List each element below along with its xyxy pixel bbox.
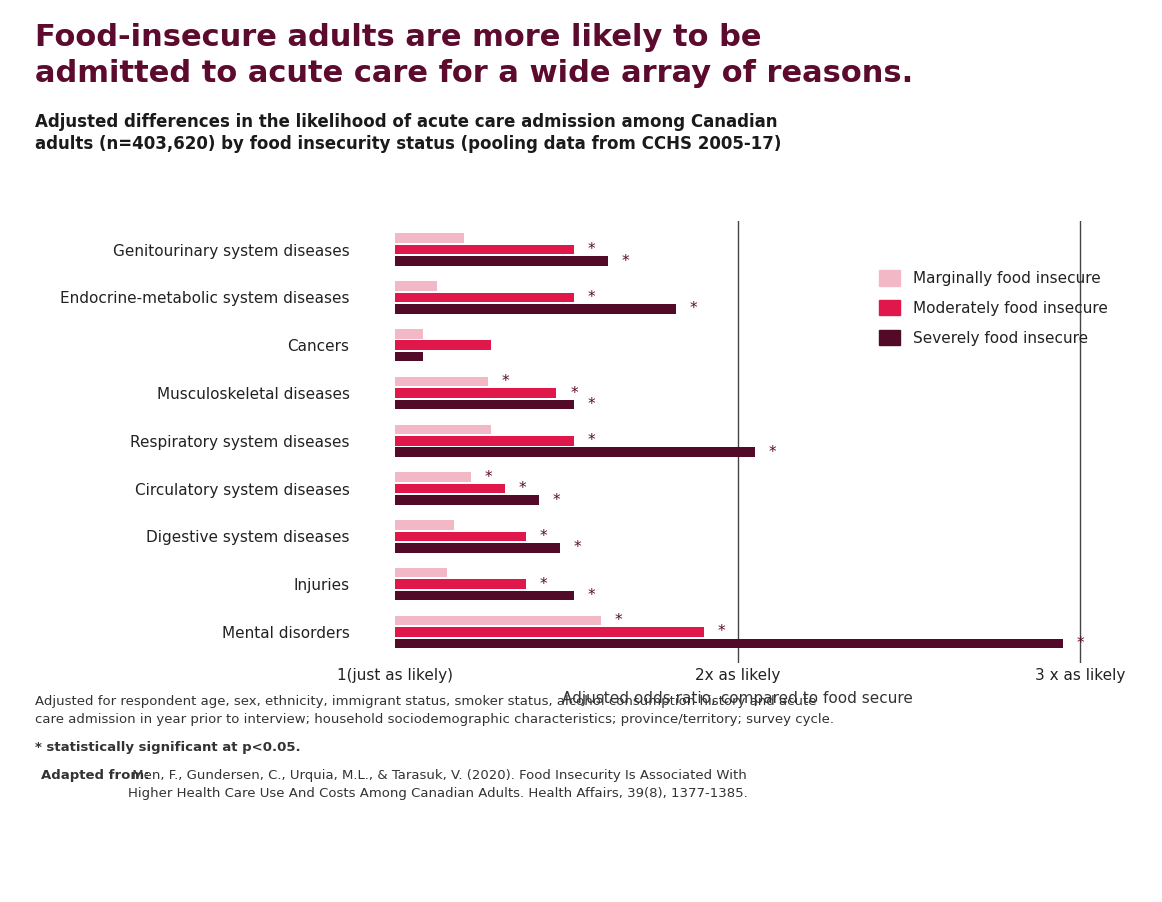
Bar — [395, 568, 447, 577]
Bar — [395, 473, 471, 482]
Text: *: * — [615, 613, 622, 628]
Text: *: * — [571, 385, 578, 400]
Bar — [395, 425, 492, 434]
Text: *: * — [553, 492, 560, 508]
Text: *: * — [1077, 636, 1084, 651]
Text: *: * — [587, 588, 595, 603]
Bar — [395, 256, 608, 266]
Text: *: * — [622, 253, 629, 269]
Legend: Marginally food insecure, Moderately food insecure, Severely food insecure: Marginally food insecure, Moderately foo… — [873, 264, 1113, 352]
Bar — [395, 447, 755, 457]
Bar — [395, 304, 676, 314]
Bar — [395, 531, 525, 541]
Text: *: * — [587, 433, 595, 448]
Text: *: * — [587, 242, 595, 257]
Bar — [395, 543, 560, 553]
Bar — [395, 281, 437, 290]
Bar — [395, 340, 492, 350]
Bar — [395, 292, 574, 302]
Text: adults (n=403,620) by food insecurity status (pooling data from CCHS 2005-17): adults (n=403,620) by food insecurity st… — [35, 135, 781, 153]
Text: *: * — [518, 481, 526, 496]
Bar — [395, 244, 574, 254]
Bar — [395, 639, 1063, 649]
X-axis label: Adjusted odds ratio, compared to food secure: Adjusted odds ratio, compared to food se… — [562, 691, 913, 706]
Text: Adjusted for respondent age, sex, ethnicity, immigrant status, smoker status, al: Adjusted for respondent age, sex, ethnic… — [35, 695, 834, 725]
Text: *: * — [485, 470, 493, 484]
Text: *: * — [574, 540, 581, 556]
Bar — [395, 591, 574, 601]
Bar — [395, 377, 488, 386]
Text: Adapted from:: Adapted from: — [41, 769, 149, 781]
Bar — [395, 483, 505, 493]
Bar — [395, 579, 525, 589]
Text: * statistically significant at p<0.05.: * statistically significant at p<0.05. — [35, 741, 301, 754]
Text: *: * — [502, 374, 509, 389]
Text: Adjusted differences in the likelihood of acute care admission among Canadian: Adjusted differences in the likelihood o… — [35, 113, 777, 131]
Bar — [395, 388, 557, 398]
Text: Food-insecure adults are more likely to be: Food-insecure adults are more likely to … — [35, 23, 761, 51]
Bar — [395, 234, 464, 243]
Text: *: * — [587, 290, 595, 305]
Text: *: * — [769, 445, 776, 460]
Bar — [395, 627, 704, 637]
Bar — [395, 352, 423, 362]
Bar — [395, 400, 574, 410]
Text: *: * — [539, 529, 547, 544]
Text: admitted to acute care for a wide array of reasons.: admitted to acute care for a wide array … — [35, 59, 913, 87]
Text: *: * — [587, 397, 595, 412]
Text: Men, F., Gundersen, C., Urquia, M.L., & Tarasuk, V. (2020). Food Insecurity Is A: Men, F., Gundersen, C., Urquia, M.L., & … — [128, 769, 747, 799]
Text: *: * — [717, 624, 725, 640]
Bar — [395, 329, 423, 338]
Bar — [395, 520, 453, 529]
Text: *: * — [690, 301, 697, 317]
Bar — [395, 495, 539, 505]
Bar — [395, 616, 601, 625]
Text: *: * — [539, 576, 547, 592]
Bar — [395, 436, 574, 446]
